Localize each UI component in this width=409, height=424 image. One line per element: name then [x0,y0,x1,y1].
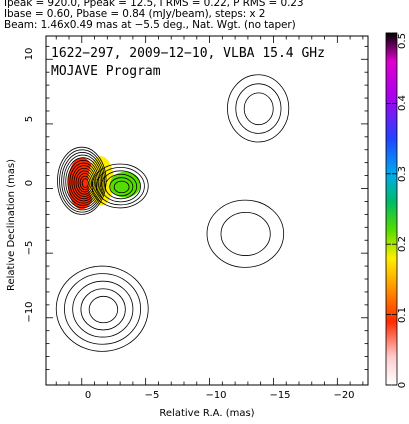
colorbar-gradient [385,32,398,386]
x-tick-label: −5 [145,390,160,401]
contour-line [104,173,138,200]
colorbar-tick-label: 0.2 [397,236,408,252]
header-base-steps: Ibase = 0.60, Pbase = 0.84 (mJy/beam), s… [4,8,266,20]
header-peak-rms: Ipeak = 920.0, Ppeak = 12.5, I RMS = 0.2… [4,0,304,9]
contour-line [227,74,290,143]
contour-line [72,280,134,338]
contour-line [206,199,285,268]
contour-line [64,273,141,345]
colorbar-tick-label: 0.3 [397,166,408,182]
contour-line [57,146,107,215]
axis-ticks [46,36,368,385]
y-tick-label: 10 [24,48,35,61]
y-axis-title: Relative Declination (mas) [6,159,17,291]
contour-line [235,83,282,134]
colorbar-tick-label: 0.1 [397,307,408,323]
intensity-contours [55,74,290,352]
contour-line [73,167,95,197]
contour-line [55,265,149,352]
contour-line [96,166,145,206]
contour-line [243,92,274,126]
x-tick-label: −10 [205,390,226,401]
contour-line [220,211,271,256]
contour-line [91,163,149,209]
contour-line [109,177,134,197]
contour-line [81,178,89,188]
contour-line [113,180,130,194]
y-tick-label: −10 [24,301,35,322]
plot-caption-source: 1622−297, 2009−12−10, VLBA 15.4 GHz [51,46,325,61]
y-tick-label: 0 [24,180,35,186]
contour-line [100,170,141,203]
contour-line [61,152,104,211]
x-tick-label: −15 [269,390,290,401]
x-axis-title: Relative R.A. (mas) [159,408,254,419]
x-tick-label: −20 [333,390,354,401]
contour-line [59,149,105,213]
contour-line [75,170,94,195]
colorbar-tick-label: 0 [397,382,408,388]
y-tick-label: −5 [24,241,35,256]
contour-line [65,157,101,206]
colorbar: 0 0.1 0.2 0.3 0.4 0.5 [385,32,408,388]
contour-line [88,295,119,324]
y-axis-labels: 10 5 0 −5 −10 [24,48,35,323]
contour-line [79,175,91,191]
contour-line [71,165,97,200]
x-tick-label: 0 [85,390,91,401]
plot-caption-program: MOJAVE Program [51,64,161,79]
colorbar-tick-label: 0.5 [397,33,408,49]
plot-frame [45,35,369,386]
contour-line [67,159,100,204]
colorbar-tick-label: 0.4 [397,95,408,111]
y-tick-label: 5 [24,116,35,122]
x-axis-labels: 0 −5 −10 −15 −20 [85,390,355,401]
header-beam: Beam: 1.46x0.49 mas at −5.5 deg., Nat. W… [4,19,296,31]
contour-line [77,173,92,193]
contour-line [80,288,126,331]
